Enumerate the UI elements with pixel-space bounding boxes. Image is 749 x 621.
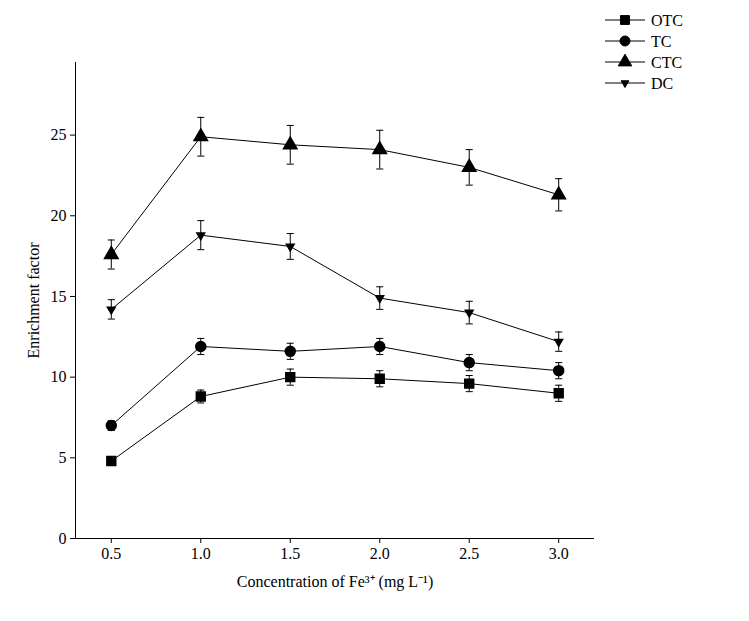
svg-text:0.5: 0.5 bbox=[101, 545, 121, 562]
svg-text:1.5: 1.5 bbox=[280, 545, 300, 562]
svg-text:TC: TC bbox=[651, 33, 671, 50]
svg-text:3.0: 3.0 bbox=[549, 545, 569, 562]
svg-text:Concentration of Fe³⁺ (mg L⁻¹): Concentration of Fe³⁺ (mg L⁻¹) bbox=[237, 573, 433, 591]
svg-text:1.0: 1.0 bbox=[191, 545, 211, 562]
svg-text:0: 0 bbox=[59, 530, 67, 547]
svg-text:2.5: 2.5 bbox=[459, 545, 479, 562]
svg-text:2.0: 2.0 bbox=[370, 545, 390, 562]
svg-text:15: 15 bbox=[51, 288, 67, 305]
svg-text:25: 25 bbox=[51, 126, 67, 143]
svg-text:20: 20 bbox=[51, 207, 67, 224]
svg-text:10: 10 bbox=[51, 368, 67, 385]
svg-text:Enrichment factor: Enrichment factor bbox=[25, 242, 42, 359]
svg-text:CTC: CTC bbox=[651, 54, 682, 71]
svg-text:5: 5 bbox=[59, 449, 67, 466]
svg-text:OTC: OTC bbox=[651, 12, 683, 29]
svg-text:DC: DC bbox=[651, 75, 673, 92]
